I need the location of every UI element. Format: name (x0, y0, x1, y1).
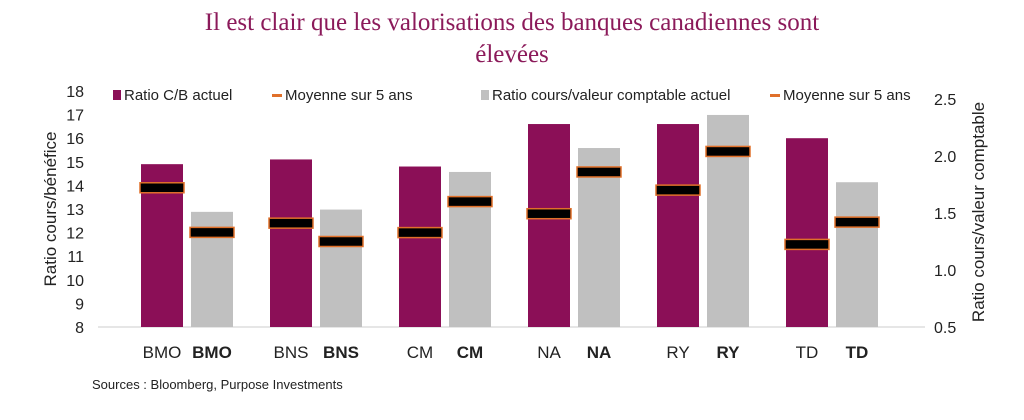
x-tick-label-pb: BNS (323, 343, 359, 362)
legend-label-pe-avg: Moyenne sur 5 ans (285, 87, 413, 104)
chart-title-line1: Il est clair que les valorisations des b… (205, 9, 819, 36)
y-tick-label: 10 (66, 273, 84, 290)
y2-tick-label: 1.5 (934, 206, 956, 223)
marker-pe-avg-CM (397, 226, 443, 239)
legend-swatch-pb (481, 90, 489, 100)
marker-pe-avg-NA (526, 207, 572, 220)
y-tick-label: 14 (66, 178, 84, 195)
source-note: Sources : Bloomberg, Purpose Investments (92, 377, 343, 392)
x-tick-label-pb: NA (587, 343, 612, 362)
legend: Ratio C/B actuel Moyenne sur 5 ans Ratio… (113, 87, 911, 104)
bar-pb-TD (836, 182, 878, 327)
y2-tick-label: 1.0 (934, 263, 956, 280)
marker-pb-avg-TD (834, 216, 880, 228)
bar-pb-BNS (320, 209, 362, 327)
marker-pb-avg-NA (576, 166, 622, 178)
legend-swatch-pe (113, 90, 121, 100)
legend-label-pb-avg: Moyenne sur 5 ans (783, 87, 911, 104)
bar-pe-RY (657, 124, 699, 327)
y2-tick-label: 2.0 (934, 149, 956, 166)
plot-area: 8 9 10 11 12 13 14 15 16 17 18 0.5 1.0 1.5 2.0 2.5 BMO BM… (66, 84, 956, 362)
bar-pb-NA (578, 148, 620, 327)
x-tick-label-pb: TD (846, 343, 869, 362)
legend-swatch-pb-avg (770, 94, 780, 97)
bar-pe-TD (786, 138, 828, 327)
legend-label-pb: Ratio cours/valeur comptable actuel (492, 87, 730, 104)
legend-swatch-pe-avg (272, 94, 282, 97)
x-tick-label-pe: BNS (274, 343, 309, 362)
x-tick-label-pe: NA (537, 343, 561, 362)
x-tick-label-pb: CM (457, 343, 483, 362)
y-tick-label: 16 (66, 131, 84, 148)
x-tick-label-pe: TD (796, 343, 819, 362)
bar-pe-CM (399, 166, 441, 327)
y2-tick-label: 2.5 (934, 92, 956, 109)
y-tick-label: 12 (66, 226, 84, 243)
bar-pe-NA (528, 124, 570, 327)
y-tick-label: 8 (75, 320, 84, 337)
x-tick-label-pe: RY (666, 343, 689, 362)
marker-pb-avg-RY (705, 145, 751, 158)
marker-pe-avg-BNS (268, 217, 314, 229)
marker-pe-avg-RY (655, 184, 701, 196)
bar-pb-CM (449, 171, 491, 327)
x-tick-label-pb: RY (717, 343, 741, 362)
y2-tick-label: 0.5 (934, 320, 956, 337)
y2-axis-label: Ratio cours/valeur comptable (969, 102, 988, 322)
y-tick-label: 15 (66, 155, 84, 172)
marker-pe-avg-BMO (139, 182, 185, 194)
x-tick-label-pe: BMO (143, 343, 182, 362)
y-tick-label: 11 (67, 249, 84, 266)
y-tick-label: 9 (75, 296, 84, 313)
y-axis-label: Ratio cours/bénéfice (41, 132, 60, 287)
bar-pe-BNS (270, 159, 312, 327)
legend-label-pe: Ratio C/B actuel (124, 87, 232, 104)
y-tick-label: 13 (66, 202, 84, 219)
x-tick-label-pe: CM (407, 343, 433, 362)
marker-pb-avg-BMO (189, 226, 235, 239)
marker-pb-avg-CM (447, 195, 493, 208)
y-tick-label: 18 (66, 84, 84, 101)
x-tick-label-pb: BMO (192, 343, 232, 362)
marker-pb-avg-BNS (318, 235, 364, 248)
chart-title-line2: élevées (475, 41, 549, 68)
y-tick-label: 17 (66, 108, 84, 125)
marker-pe-avg-TD (784, 238, 830, 251)
